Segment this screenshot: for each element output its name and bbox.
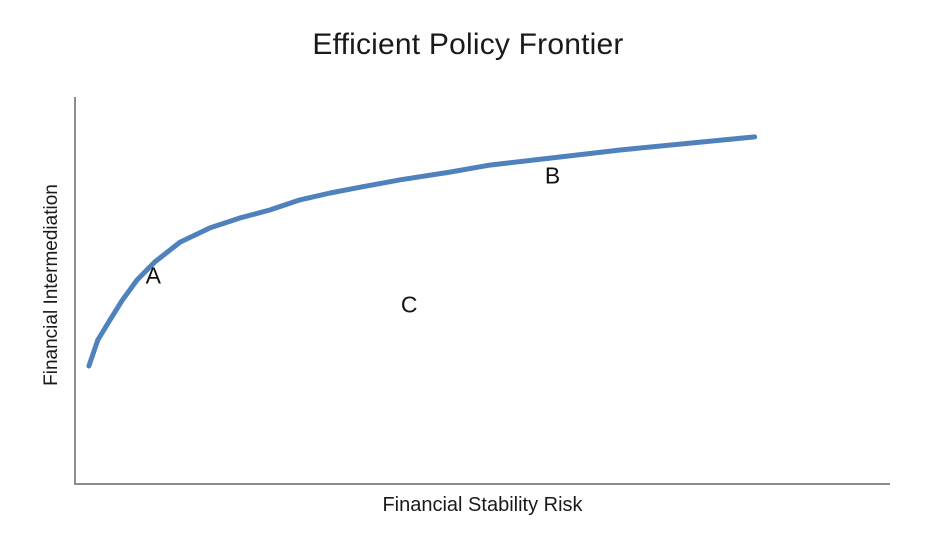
x-axis-label: Financial Stability Risk [382,494,583,516]
chart-title: Efficient Policy Frontier [312,28,624,61]
point-label-c: C [400,291,418,318]
frontier-curve [86,134,758,369]
point-label-b: B [544,162,561,189]
y-axis-label: Financial Intermediation [41,184,62,386]
point-label-a: A [145,262,161,289]
